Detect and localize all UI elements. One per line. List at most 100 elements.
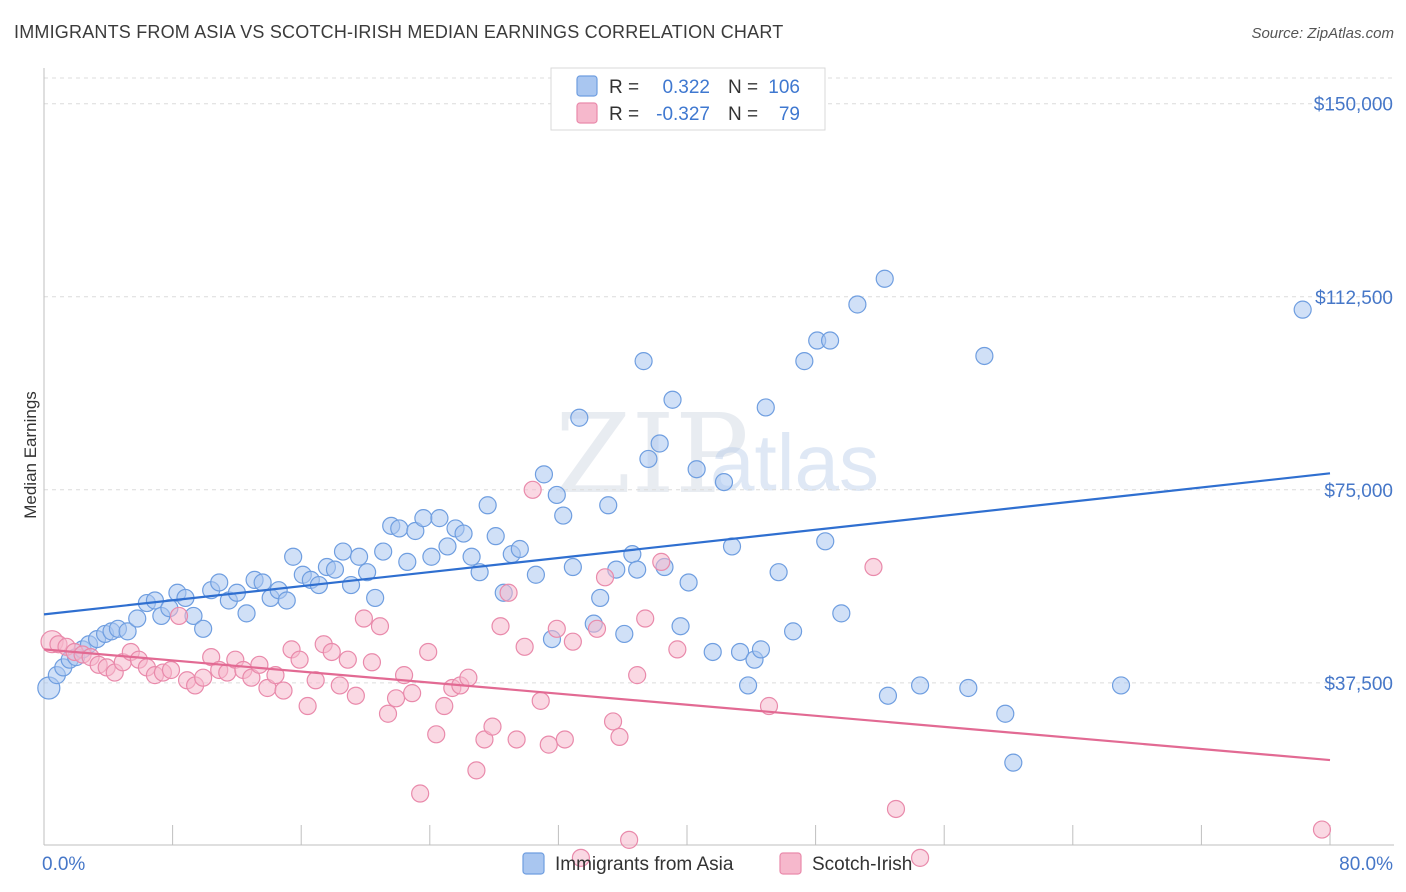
legend-series: Immigrants from Asia Scotch-Irish	[522, 852, 912, 875]
legend-n-label-asia: N =	[728, 77, 758, 98]
point-asia	[615, 624, 634, 644]
watermark-atlas: atlas	[710, 418, 879, 507]
point-asia	[478, 496, 497, 515]
point-asia	[910, 676, 930, 695]
point-scotch-irish	[338, 650, 357, 669]
point-asia	[486, 527, 505, 546]
point-scotch-irish	[161, 660, 181, 680]
legend-bottom-swatch-asia	[522, 852, 545, 875]
point-scotch-irish	[290, 650, 309, 669]
point-scotch-irish	[563, 632, 582, 651]
point-asia	[526, 565, 545, 584]
point-asia	[756, 398, 775, 417]
point-scotch-irish	[202, 648, 221, 667]
point-scotch-irish	[427, 725, 446, 744]
point-asia	[414, 509, 433, 528]
point-asia	[650, 434, 669, 453]
point-asia	[975, 346, 994, 366]
point-asia	[398, 552, 417, 571]
scatter-points	[37, 269, 1332, 867]
point-scotch-irish	[539, 735, 558, 754]
point-asia	[510, 539, 529, 559]
point-asia	[832, 604, 851, 623]
legend-n-label-scotch: N =	[728, 104, 758, 125]
point-asia	[563, 557, 582, 577]
point-asia	[570, 408, 589, 427]
point-scotch-irish	[864, 557, 883, 577]
point-asia	[366, 588, 385, 608]
point-asia	[406, 521, 425, 541]
point-asia	[639, 449, 658, 469]
point-scotch-irish	[886, 799, 906, 819]
point-asia	[714, 472, 734, 492]
y-tick-labels: $37,500 $75,000 $112,500 $150,000	[1314, 95, 1393, 695]
legend-stats: R = 0.322 N = 106 R = -0.327 N = 79	[550, 67, 826, 131]
point-scotch-irish	[354, 609, 373, 628]
point-asia	[534, 465, 554, 484]
legend-r-value-scotch: -0.327	[656, 104, 710, 125]
point-scotch-irish	[467, 761, 486, 780]
point-scotch-irish	[322, 642, 341, 662]
point-asia	[325, 560, 345, 579]
point-scotch-irish	[628, 666, 647, 685]
point-scotch-irish	[603, 712, 623, 731]
point-scotch-irish	[475, 730, 494, 749]
point-scotch-irish	[595, 568, 615, 587]
point-asia	[679, 573, 698, 592]
chart-title: IMMIGRANTS FROM ASIA VS SCOTCH-IRISH MED…	[14, 22, 783, 42]
point-scotch-irish	[910, 848, 930, 867]
point-scotch-irish	[652, 552, 671, 571]
point-asia	[959, 678, 978, 698]
point-scotch-irish	[370, 617, 390, 636]
series-scotch-irish-points	[40, 480, 1332, 867]
point-asia	[128, 609, 147, 628]
point-scotch-irish	[346, 686, 365, 705]
point-asia	[663, 390, 682, 409]
point-scotch-irish	[499, 583, 518, 602]
trend-line-asia	[43, 472, 1331, 616]
point-asia	[547, 485, 566, 505]
point-asia	[816, 532, 835, 551]
point-scotch-irish	[250, 655, 269, 674]
point-asia	[454, 524, 473, 543]
point-asia	[333, 542, 353, 561]
axes	[43, 68, 1394, 846]
point-scotch-irish	[386, 689, 406, 708]
point-scotch-irish	[587, 619, 607, 638]
point-scotch-irish	[555, 730, 574, 749]
point-scotch-irish	[378, 704, 398, 723]
point-asia	[118, 622, 137, 641]
y-axis-label: Median Earnings	[21, 391, 40, 519]
point-scotch-irish	[435, 696, 454, 716]
point-asia	[462, 547, 481, 566]
y-tick-label-0: $37,500	[1324, 674, 1393, 695]
point-asia	[875, 269, 894, 288]
point-asia	[820, 331, 840, 350]
point-scotch-irish	[362, 653, 382, 672]
point-scotch-irish	[459, 668, 478, 687]
point-asia	[795, 352, 814, 371]
legend-bottom-label-scotch: Scotch-Irish	[812, 854, 912, 875]
point-asia	[277, 591, 296, 610]
point-asia	[703, 642, 722, 662]
point-asia	[210, 573, 229, 592]
point-scotch-irish	[668, 640, 687, 659]
point-scotch-irish	[411, 784, 430, 803]
point-scotch-irish	[531, 691, 550, 710]
point-asia	[591, 588, 610, 608]
point-scotch-irish	[330, 676, 349, 695]
point-scotch-irish	[169, 606, 189, 626]
point-asia	[374, 542, 393, 561]
point-scotch-irish	[571, 848, 591, 867]
point-asia	[358, 563, 377, 582]
series-asia-points	[37, 269, 1312, 772]
point-asia	[1293, 300, 1312, 319]
legend-r-label-scotch: R =	[609, 104, 639, 125]
point-asia	[554, 506, 573, 525]
point-asia	[349, 547, 369, 566]
point-asia	[671, 617, 690, 636]
point-scotch-irish	[298, 696, 317, 716]
y-tick-label-2: $112,500	[1315, 288, 1393, 309]
point-scotch-irish	[523, 480, 542, 499]
x-tick-labels: 0.0% 80.0%	[42, 854, 1393, 875]
